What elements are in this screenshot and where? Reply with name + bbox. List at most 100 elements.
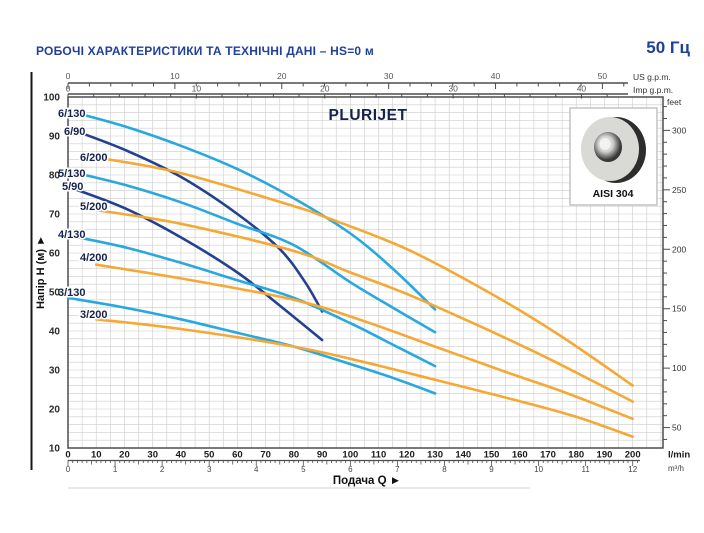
svg-text:20: 20 <box>320 84 330 94</box>
curve-label-6-130: 6/130 <box>58 108 86 120</box>
svg-text:80: 80 <box>289 450 300 461</box>
svg-text:80: 80 <box>49 171 61 182</box>
curve-5-200 <box>94 208 634 403</box>
svg-text:0: 0 <box>66 84 71 94</box>
svg-text:120: 120 <box>399 450 415 461</box>
svg-text:40: 40 <box>49 327 61 338</box>
svg-text:30: 30 <box>147 450 158 461</box>
svg-text:100: 100 <box>672 363 686 373</box>
curve-4-200 <box>94 263 634 421</box>
svg-text:180: 180 <box>568 450 584 461</box>
svg-text:10: 10 <box>91 450 102 461</box>
svg-text:40: 40 <box>491 71 501 81</box>
svg-text:170: 170 <box>540 450 556 461</box>
page-title: РОБОЧІ ХАРАКТЕРИСТИКИ ТА ТЕХНІЧНІ ДАНІ –… <box>36 44 374 58</box>
svg-text:300: 300 <box>672 125 686 135</box>
curve-3-130 <box>66 296 437 395</box>
svg-text:10: 10 <box>192 84 202 94</box>
curve-label-5-200: 5/200 <box>80 201 108 213</box>
svg-text:190: 190 <box>597 450 613 461</box>
axis-m3h: 0 1 2 3 4 5 6 7 8 9 10 11 12 m³/h <box>66 459 684 474</box>
svg-text:90: 90 <box>317 450 328 461</box>
axis-unit-lmin: l/min <box>668 450 690 461</box>
svg-text:150: 150 <box>672 304 686 314</box>
svg-text:30: 30 <box>49 366 61 377</box>
x-axis-title: Подача Q ► <box>333 475 401 487</box>
svg-text:50: 50 <box>598 71 608 81</box>
svg-text:10: 10 <box>534 465 543 474</box>
curve-label-3-130: 3/130 <box>58 287 86 299</box>
y-axis-title: Напір H (м) ► <box>35 235 47 309</box>
axis-head-m: 100 90 80 70 60 50 40 30 20 10 Напір H (м) ► <box>35 93 60 455</box>
svg-text:100: 100 <box>43 93 60 104</box>
svg-text:6: 6 <box>348 465 353 474</box>
svg-text:2: 2 <box>160 465 165 474</box>
svg-text:70: 70 <box>260 450 271 461</box>
svg-text:20: 20 <box>277 71 287 81</box>
svg-text:30: 30 <box>384 71 394 81</box>
curve-label-4-200: 4/200 <box>80 252 108 264</box>
svg-text:9: 9 <box>489 465 494 474</box>
curve-label-5-90: 5/90 <box>62 181 83 193</box>
curve-6-200 <box>94 156 634 387</box>
axis-lmin: 0 10 20 30 40 50 60 70 80 90 100 110 120 130 140 150 160… <box>65 450 690 461</box>
curve-label-6-90: 6/90 <box>64 126 85 138</box>
svg-text:10: 10 <box>49 444 61 455</box>
curve-5-130 <box>66 169 437 334</box>
svg-text:8: 8 <box>442 465 447 474</box>
chart-title: PLURIJET <box>329 107 408 124</box>
svg-text:10: 10 <box>170 71 180 81</box>
svg-text:150: 150 <box>484 450 500 461</box>
svg-text:100: 100 <box>342 450 358 461</box>
svg-text:70: 70 <box>49 210 61 221</box>
svg-text:7: 7 <box>395 465 400 474</box>
curve-5-90 <box>66 185 324 342</box>
axis-unit-us-gpm: US g.p.m. <box>633 72 671 82</box>
curve-6-130 <box>66 109 437 311</box>
svg-text:4: 4 <box>254 465 259 474</box>
axis-unit-feet: feet <box>667 97 682 107</box>
curve-4-130 <box>66 234 437 368</box>
curve-label-6-200: 6/200 <box>80 152 108 164</box>
svg-text:20: 20 <box>119 450 130 461</box>
svg-text:20: 20 <box>49 405 61 416</box>
svg-text:60: 60 <box>232 450 243 461</box>
axis-feet: 300 250 200 150 100 50 feet <box>663 97 686 440</box>
svg-text:60: 60 <box>49 249 61 260</box>
svg-text:0: 0 <box>66 465 71 474</box>
svg-text:0: 0 <box>65 450 70 461</box>
axis-imp-gpm: 0 10 20 30 40 Imp g.p.m. <box>66 84 673 99</box>
svg-text:140: 140 <box>455 450 471 461</box>
svg-text:40: 40 <box>176 450 187 461</box>
axis-us-gpm: 0 10 20 30 40 50 US g.p.m. <box>66 71 671 89</box>
svg-text:130: 130 <box>427 450 443 461</box>
svg-text:160: 160 <box>512 450 528 461</box>
impeller-photo-box: AISI 304 <box>569 107 658 206</box>
svg-text:0: 0 <box>66 71 71 81</box>
svg-text:50: 50 <box>49 288 61 299</box>
svg-text:5: 5 <box>301 465 306 474</box>
svg-text:200: 200 <box>625 450 641 461</box>
svg-text:12: 12 <box>628 465 637 474</box>
impeller-material-label: AISI 304 <box>593 188 634 200</box>
curve-3-200 <box>94 318 634 438</box>
axis-unit-m3h: m³/h <box>668 464 684 473</box>
plot-frame <box>67 96 664 449</box>
curve-label-3-200: 3/200 <box>80 309 108 321</box>
axis-unit-imp-gpm: Imp g.p.m. <box>633 85 673 95</box>
curve-label-5-130: 5/130 <box>58 168 86 180</box>
svg-text:40: 40 <box>577 84 587 94</box>
svg-text:50: 50 <box>204 450 215 461</box>
curve-6-90 <box>66 126 324 313</box>
svg-text:50: 50 <box>672 423 682 433</box>
svg-text:3: 3 <box>207 465 212 474</box>
svg-text:110: 110 <box>371 450 386 461</box>
svg-text:250: 250 <box>672 185 686 195</box>
svg-text:1: 1 <box>113 465 118 474</box>
svg-text:90: 90 <box>49 132 61 143</box>
frequency-badge: 50 Гц <box>646 38 690 57</box>
curve-label-4-130: 4/130 <box>58 229 86 241</box>
